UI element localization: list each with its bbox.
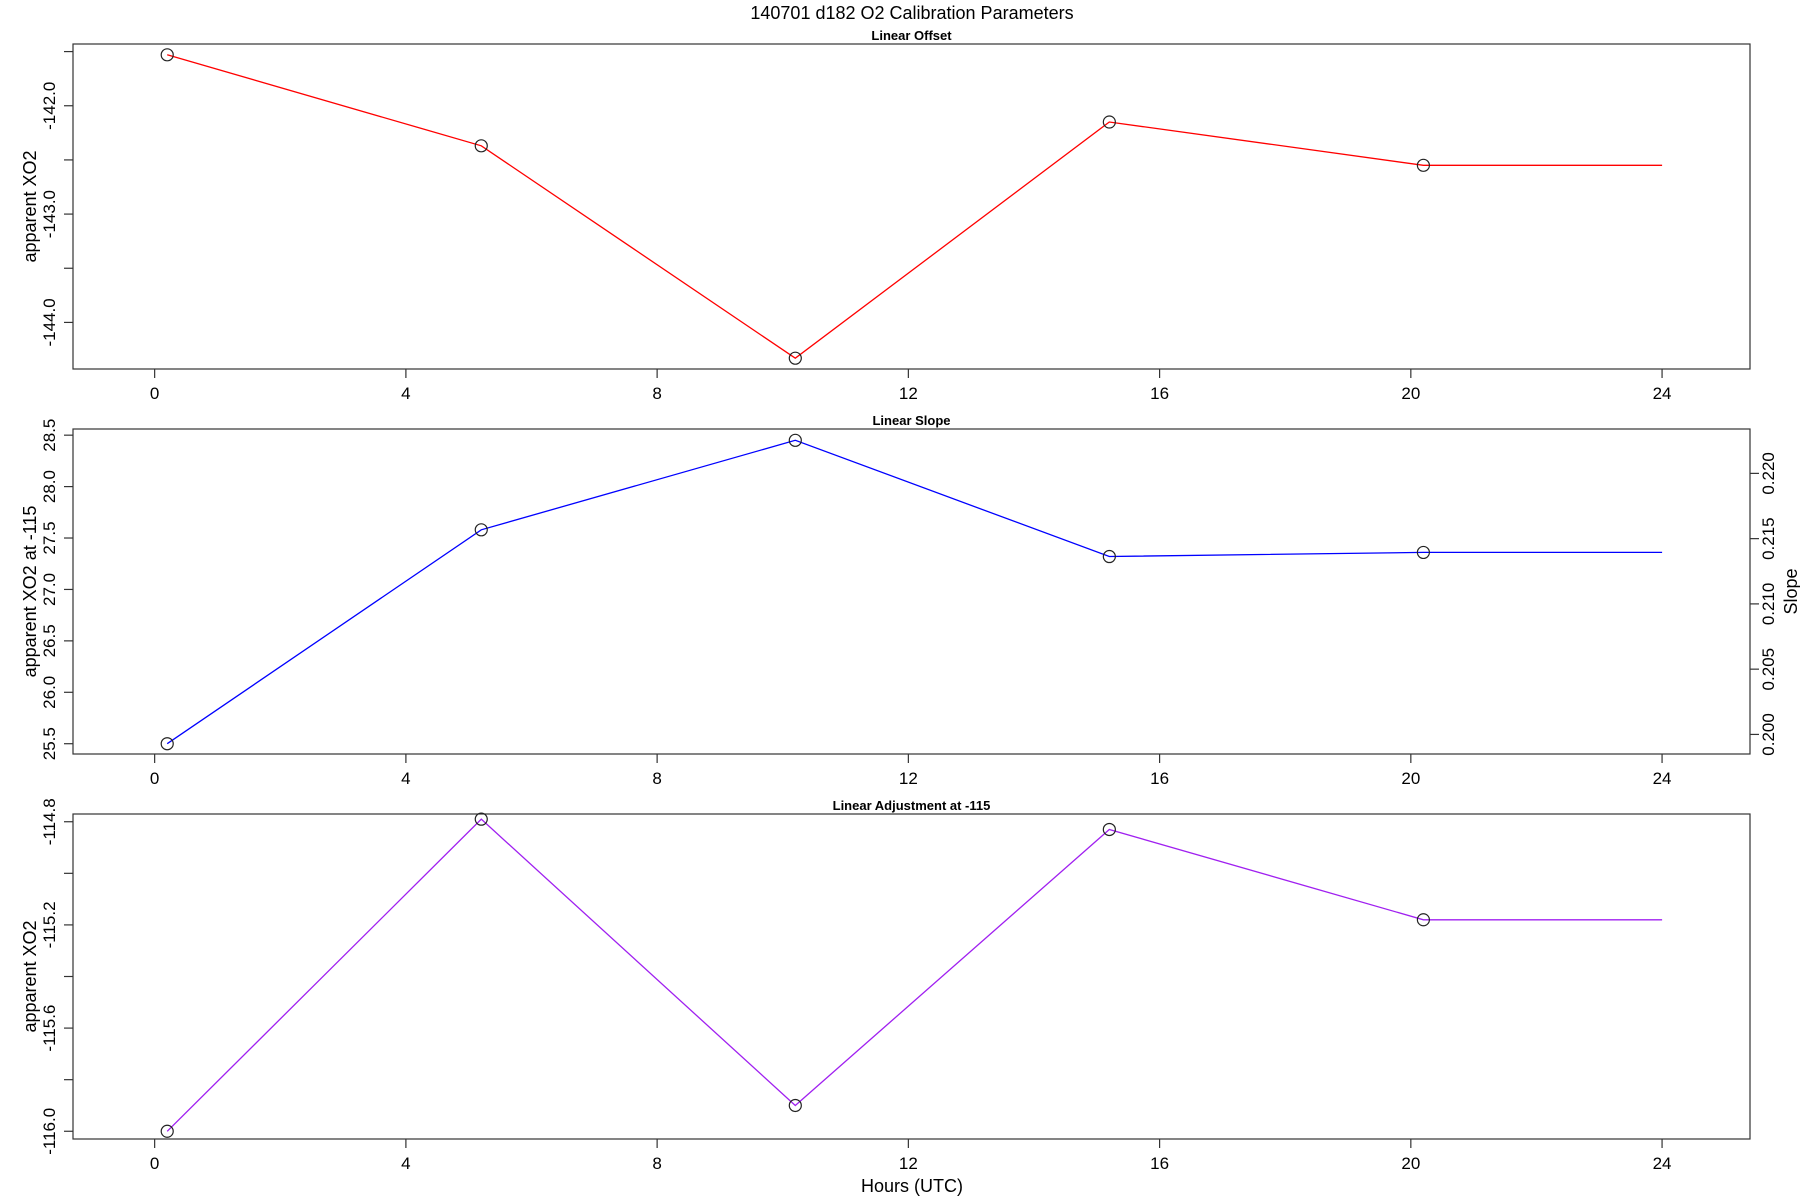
plot-frame [72,43,1751,370]
y-tick-label: -115.6 [40,1005,59,1052]
x-tick-label: 8 [652,1154,661,1173]
y-tick-label: 27.5 [40,521,59,554]
y-tick-label: 26.0 [40,676,59,709]
data-point [160,1124,174,1138]
y-tick-label: -116.0 [40,1108,59,1155]
x-tick-label: 24 [1653,384,1672,403]
x-tick-label: 0 [150,1154,159,1173]
y-tick-label: -114.8 [40,798,59,845]
panel-1: Linear Offset 0 4 8 12 16 20 24 -142.0 -143.0 -144… [20,28,1751,403]
data-point [788,433,802,447]
series-line [166,439,1663,745]
data-point [1102,115,1116,129]
y-tick-label: -143.0 [40,190,59,238]
data-point [1416,913,1430,927]
panel-title: Linear Adjustment at -115 [833,798,991,813]
x-tick-label: 12 [899,384,918,403]
data-point [788,1098,802,1113]
data-point [1102,822,1116,837]
x-tick-label: 24 [1653,769,1672,788]
x-tick-label: 20 [1401,1154,1420,1173]
x-tick-label: 4 [401,1154,410,1173]
y-axis-label: apparent XO2 [20,150,40,262]
data-point [474,812,488,826]
data-point [160,737,174,751]
figure-x-axis-label: Hours (UTC) [861,1176,963,1196]
y-right-axis-label: Slope [1781,568,1800,614]
x-tick-label: 8 [652,384,661,403]
y-right-tick-label: 0.200 [1759,713,1778,756]
data-point [1102,549,1116,564]
data-point [474,139,488,153]
y-tick-label: -142.0 [40,82,59,130]
x-tick-label: 0 [150,769,159,788]
panel-title: Linear Offset [871,28,952,43]
data-point [1416,545,1430,560]
panel-title: Linear Slope [872,413,950,428]
plot-frame [72,813,1751,1140]
figure-title: 140701 d182 O2 Calibration Parameters [750,3,1073,23]
y-right-tick-label: 0.215 [1759,517,1778,560]
x-tick-label: 0 [150,384,159,403]
x-tick-label: 20 [1401,769,1420,788]
y-tick-label: 25.5 [40,727,59,760]
x-tick-label: 8 [652,769,661,788]
y-right-tick-label: 0.205 [1759,648,1778,691]
y-tick-label: 26.5 [40,624,59,657]
x-tick-label: 24 [1653,1154,1672,1173]
y-axis-label: apparent XO2 at -115 [20,506,40,678]
y-tick-label: -144.0 [40,298,59,346]
y-tick-label: 28.0 [40,470,59,503]
data-point [160,48,174,62]
data-point [474,523,488,537]
data-point [1416,158,1430,172]
y-tick-label: -115.2 [40,901,59,948]
y-axis-label: apparent XO2 [20,920,40,1032]
x-tick-label: 12 [899,769,918,788]
series-line [167,54,1663,359]
y-right-tick-label: 0.220 [1759,452,1778,495]
plot-frame [72,428,1751,755]
x-tick-label: 12 [899,1154,918,1173]
series-line [166,818,1663,1132]
x-tick-label: 4 [401,769,410,788]
x-tick-label: 16 [1150,769,1169,788]
y-tick-label: 28.5 [40,419,59,452]
y-tick-label: 27.0 [40,573,59,606]
x-tick-label: 16 [1150,1154,1169,1173]
panel-3: Linear Adjustment at -115 0 4 8 12 16 20 24 -114… [20,798,1751,1173]
data-point [788,351,802,365]
x-tick-label: 4 [401,384,410,403]
panels: Linear Offset 0 4 8 12 16 20 24 -142.0 -143.0 -144… [20,28,1800,1173]
y-right-tick-label: 0.210 [1759,583,1778,626]
x-tick-label: 16 [1150,384,1169,403]
panel-2: Linear Slope 0 4 8 12 16 20 24 25.5 26.0 26.5 27.0 2… [20,413,1800,788]
x-tick-label: 20 [1401,384,1420,403]
